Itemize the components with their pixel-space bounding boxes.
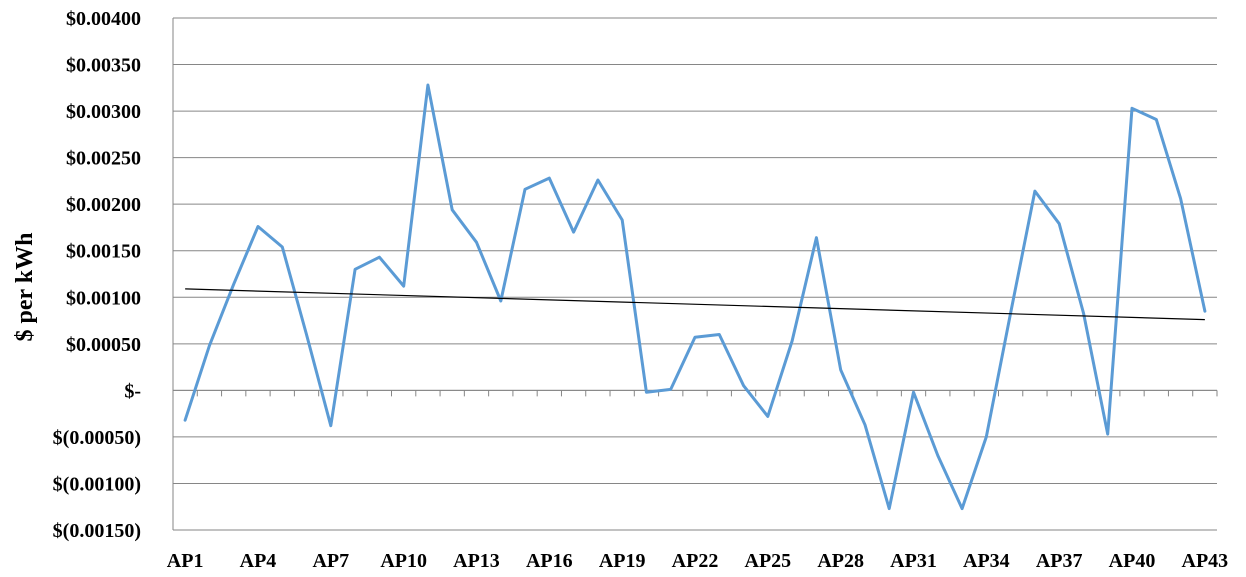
gridlines xyxy=(173,17,1217,531)
y-tick-label: $0.00250 xyxy=(66,148,141,170)
y-tick-label: $0.00100 xyxy=(66,287,141,309)
y-tick-label: $0.00200 xyxy=(66,194,141,216)
x-tick-label: AP10 xyxy=(380,550,427,572)
y-tick-label: $0.00050 xyxy=(66,334,141,356)
y-tick-label: $- xyxy=(124,380,141,402)
y-tick-label: $(0.00050) xyxy=(53,427,141,449)
series-line xyxy=(183,83,1207,511)
x-tick-label: AP43 xyxy=(1182,550,1229,572)
x-tick-label: AP28 xyxy=(817,550,864,572)
y-tick-label: $0.00300 xyxy=(66,101,141,123)
x-tick-label: AP19 xyxy=(599,550,646,572)
x-tick-label: AP31 xyxy=(890,550,937,572)
x-axis-tick-labels: AP1 AP4 AP7 AP10 AP13 AP16 AP19 AP22 AP25 AP28 AP3… xyxy=(167,550,1228,572)
x-tick-label: AP25 xyxy=(745,550,792,572)
axes xyxy=(172,18,1218,530)
y-tick-label: $0.00150 xyxy=(66,241,141,263)
x-tick-label: AP4 xyxy=(240,550,277,572)
x-tick-label: AP13 xyxy=(453,550,500,572)
y-tick-label: $(0.00150) xyxy=(53,520,141,542)
x-tick-label: AP7 xyxy=(312,550,349,572)
data-series xyxy=(183,83,1207,511)
y-tick-label: $0.00350 xyxy=(66,55,141,77)
trend-line xyxy=(185,288,1205,321)
y-axis-tick-labels: $0.00400 $0.00350 $0.00300 $0.00250 $0.00200… xyxy=(53,8,141,542)
x-tick-label: AP37 xyxy=(1036,550,1083,572)
x-tick-label: AP34 xyxy=(963,550,1010,572)
x-tick-label: AP16 xyxy=(526,550,573,572)
y-tick-label: $0.00400 xyxy=(66,8,141,30)
x-tick-label: AP1 xyxy=(167,550,204,572)
x-tick-label: AP22 xyxy=(672,550,719,572)
y-axis-title: $ per kWh xyxy=(12,233,38,342)
x-tick-label: AP40 xyxy=(1109,550,1156,572)
y-tick-label: $(0.00100) xyxy=(53,473,141,495)
